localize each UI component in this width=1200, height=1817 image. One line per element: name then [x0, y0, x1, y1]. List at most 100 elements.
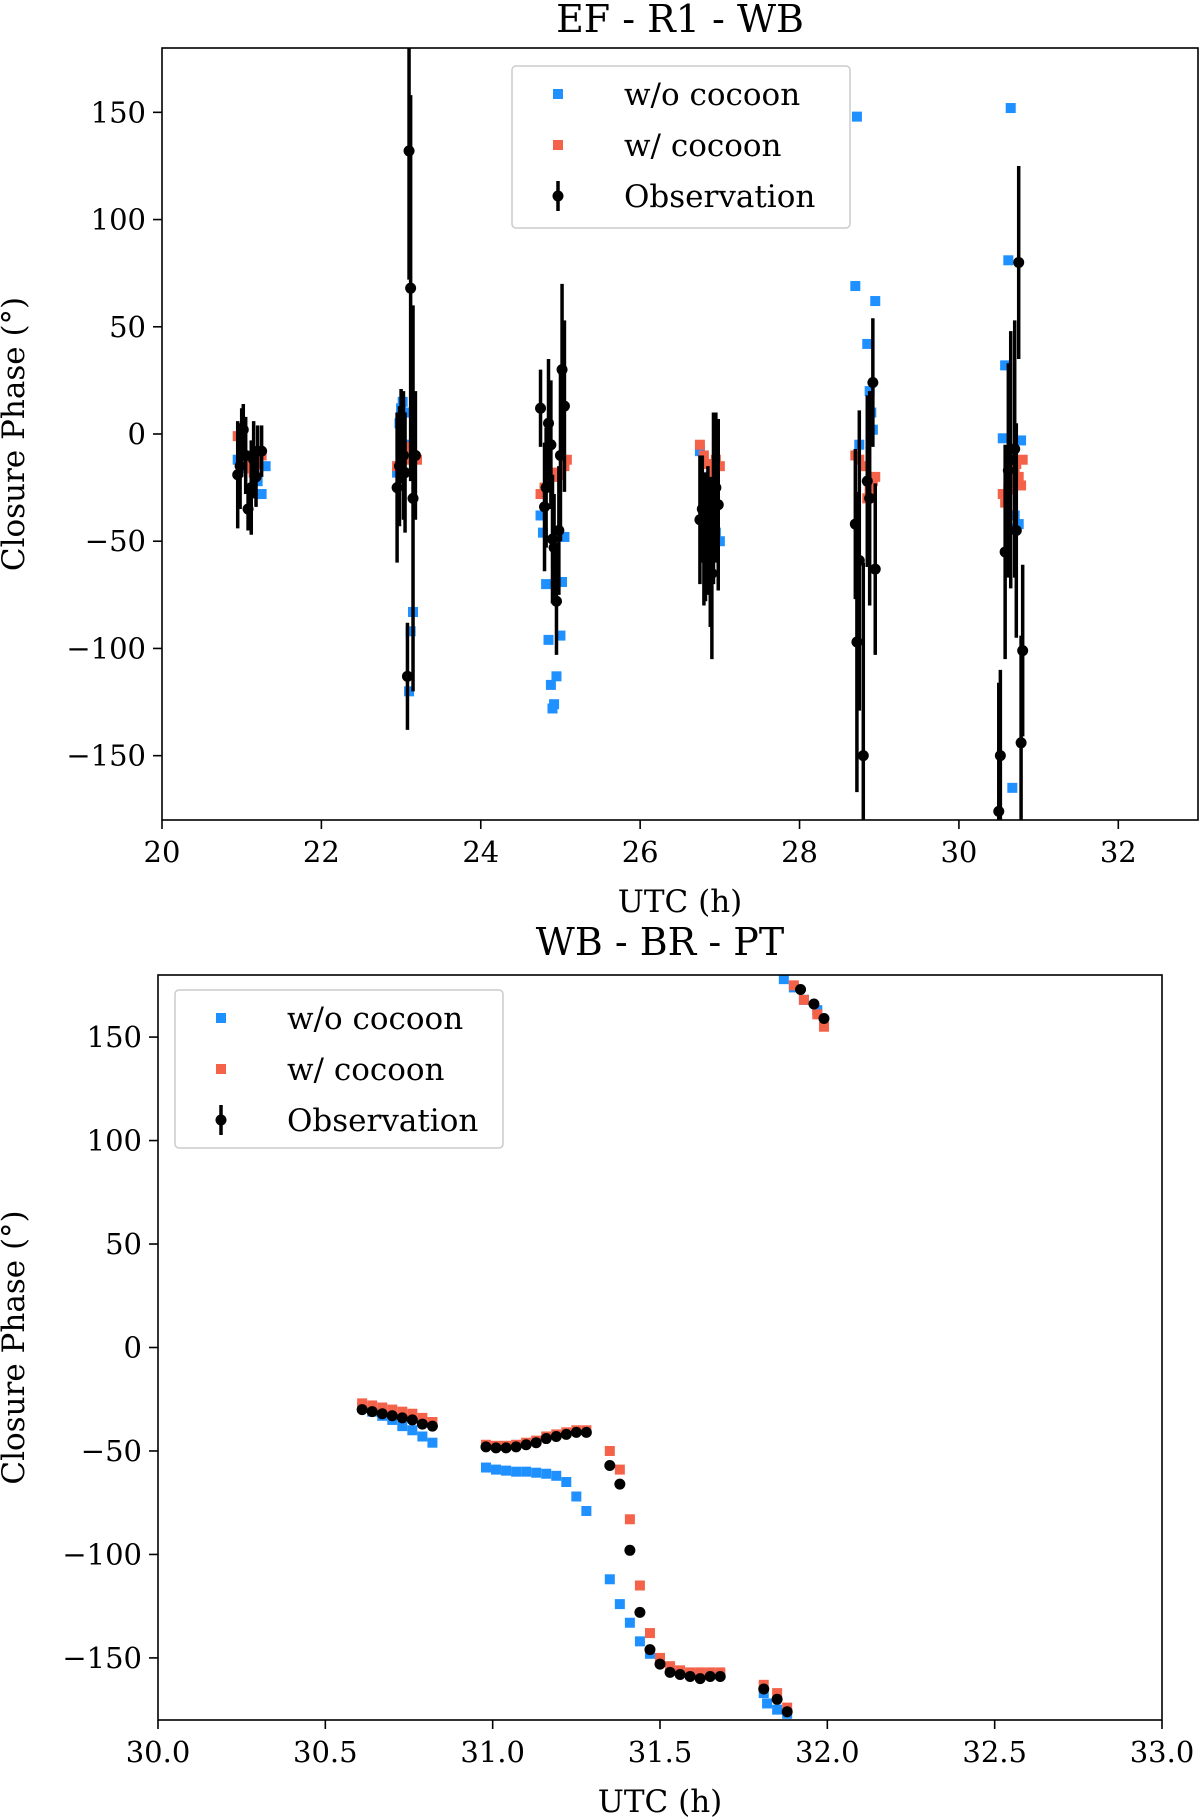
observation-point-p0-57 [1010, 525, 1022, 536]
observation-point-p1-4 [396, 1412, 408, 1424]
marker-p0-s0-46 [1003, 255, 1014, 266]
marker-p1-s1-22 [634, 1580, 645, 1591]
legend-marker-0 [216, 1013, 226, 1023]
marker-p1-s0-10 [501, 1465, 512, 1476]
x-axis-label: UTC (h) [618, 884, 743, 920]
marker-p1-s0-9 [491, 1464, 502, 1475]
marker-p1-s0-4 [397, 1421, 408, 1432]
marker-p0-s1-10 [402, 454, 413, 465]
marker-p0-s0-45 [1000, 360, 1011, 371]
observation-point-p1-13 [530, 1437, 542, 1449]
observation-point-p1-28 [694, 1673, 706, 1685]
marker-p1-s1-19 [604, 1445, 615, 1456]
marker-p1-s1-28 [695, 1667, 706, 1678]
marker-p1-s1-5 [407, 1408, 418, 1419]
series-observation [232, 48, 1029, 820]
x-axis-label: UTC (h) [598, 1784, 723, 1817]
marker-p0-s1-42 [1013, 471, 1024, 482]
y-tick-label: −50 [81, 1434, 142, 1468]
observation-point-p1-5 [406, 1414, 418, 1426]
y-tick-label: −100 [66, 631, 146, 665]
observation-point-p1-27 [684, 1671, 696, 1683]
observation-point-p0-25 [545, 439, 557, 451]
x-tick-label: 32.0 [795, 1735, 860, 1769]
marker-p0-s0-20 [543, 634, 554, 645]
observation-point-p0-52 [994, 750, 1006, 762]
observation-point-p1-24 [654, 1658, 666, 1670]
legend: w/o cocoon w/ cocoon Observation [174, 989, 504, 1149]
marker-p0-s0-36 [850, 281, 861, 292]
marker-p0-s0-39 [862, 338, 873, 349]
plot-area [356, 975, 830, 1719]
marker-p0-s0-25 [555, 630, 566, 641]
marker-p1-s0-15 [551, 1470, 562, 1481]
y-tick-label: −100 [62, 1537, 142, 1571]
marker-p1-s0-13 [531, 1467, 542, 1478]
y-tick-label: 0 [128, 417, 146, 451]
marker-p1-s1-32 [772, 1688, 783, 1699]
y-tick-label: 150 [91, 95, 146, 129]
marker-p1-s0-14 [541, 1468, 552, 1479]
marker-p1-s1-37 [818, 1021, 829, 1032]
marker-p1-s0-20 [614, 1599, 625, 1610]
observation-point-p0-21 [535, 402, 547, 414]
legend-box [174, 989, 504, 1149]
observation-point-p1-11 [510, 1441, 522, 1453]
chart-title: EF - R1 - WB [556, 0, 804, 41]
observation-point-p0-20 [409, 449, 421, 461]
observation-point-p1-23 [644, 1644, 656, 1656]
y-tick-label: 50 [109, 310, 146, 344]
observation-point-p1-15 [550, 1430, 562, 1442]
marker-p1-s0-6 [417, 1431, 428, 1442]
observation-point-p1-14 [540, 1433, 552, 1445]
marker-p0-s1-36 [997, 489, 1008, 500]
x-tick-label: 31.5 [628, 1735, 693, 1769]
observation-point-p0-42 [712, 499, 724, 511]
marker-p1-s1-21 [624, 1514, 635, 1525]
observation-point-p1-9 [490, 1442, 502, 1454]
marker-p1-s0-22 [634, 1636, 645, 1647]
marker-p1-s1-25 [665, 1661, 676, 1672]
marker-p0-s0-7 [260, 461, 271, 472]
observation-point-p1-25 [664, 1666, 676, 1678]
marker-p1-s0-35 [778, 975, 789, 985]
observation-point-p1-32 [771, 1693, 783, 1705]
marker-p0-s0-23 [549, 699, 560, 710]
x-tick-label: 30 [940, 835, 977, 869]
legend-marker-1 [216, 1064, 226, 1074]
legend-box [511, 65, 851, 229]
marker-p0-s0-24 [551, 671, 562, 682]
legend-marker-1 [553, 140, 563, 150]
observation-point-p1-0 [356, 1404, 368, 1416]
marker-p0-s0-44 [997, 433, 1008, 444]
x-tick-label: 22 [303, 835, 340, 869]
observation-point-p1-19 [604, 1459, 616, 1471]
observation-point-p1-30 [714, 1671, 726, 1683]
x-tick-label: 30.5 [293, 1735, 358, 1769]
observation-point-p0-46 [857, 750, 869, 762]
marker-p1-s0-12 [521, 1466, 532, 1477]
x-tick-label: 24 [462, 835, 499, 869]
observation-point-p1-21 [624, 1544, 636, 1556]
marker-p0-s0-47 [1005, 103, 1016, 114]
legend-marker-0 [553, 89, 563, 99]
legend-label-1: w/ cocoon [287, 1052, 445, 1088]
observation-point-p1-29 [704, 1671, 716, 1683]
marker-p1-s1-20 [614, 1464, 625, 1475]
marker-p1-s0-19 [604, 1574, 615, 1585]
marker-p0-s0-37 [851, 111, 862, 122]
observation-point-p0-50 [869, 563, 881, 575]
observation-point-p1-17 [570, 1426, 582, 1438]
marker-p0-s0-6 [256, 489, 267, 500]
marker-p0-s1-31 [858, 461, 869, 472]
marker-p1-s1-35 [798, 994, 809, 1005]
observation-point-p1-26 [674, 1668, 686, 1680]
legend-label-2: Observation [287, 1103, 478, 1139]
observation-point-p1-6 [416, 1418, 428, 1430]
observation-point-p0-16 [401, 670, 413, 682]
observation-point-p0-10 [256, 445, 268, 457]
marker-p1-s0-11 [511, 1466, 522, 1477]
marker-p0-s0-15 [405, 626, 416, 637]
y-tick-label: 50 [105, 1227, 142, 1261]
